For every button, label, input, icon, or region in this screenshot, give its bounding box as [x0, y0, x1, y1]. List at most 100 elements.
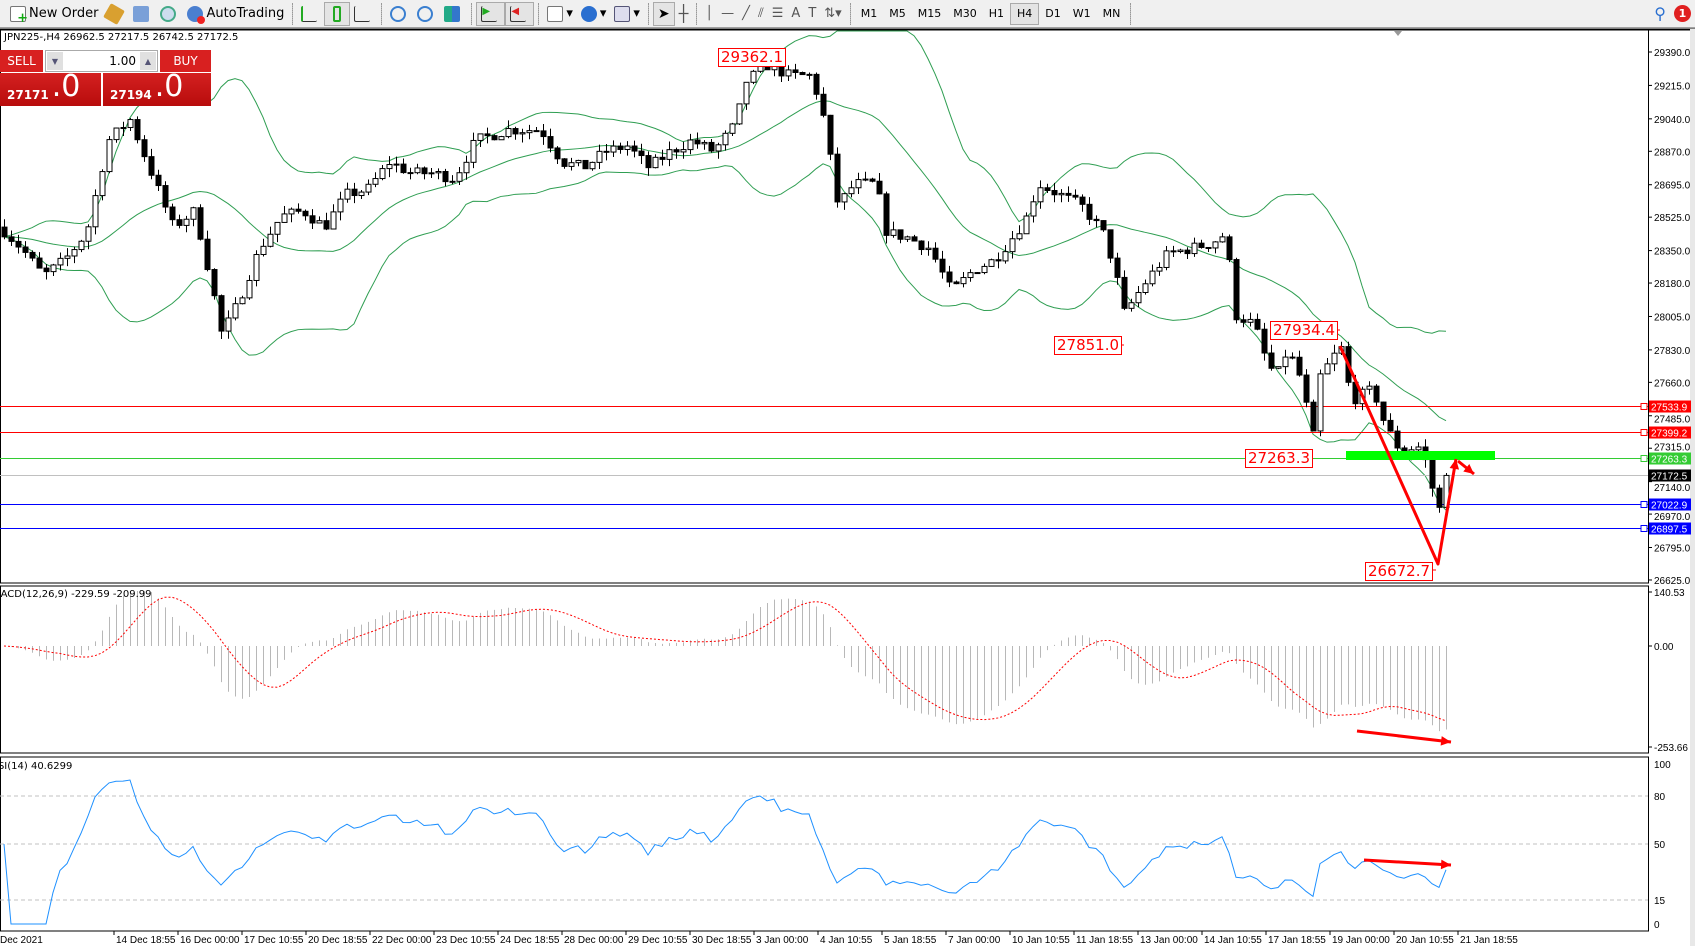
date-label: 5 Jan 18:55 [884, 935, 937, 946]
crosshair-button[interactable]: ┼ [675, 2, 693, 26]
line-chart-button[interactable] [350, 2, 377, 26]
zoom-out-button[interactable] [413, 2, 440, 26]
chart-shift-button[interactable]: ▶ [476, 1, 506, 26]
signals-button[interactable] [156, 2, 183, 26]
candle-bullish [1324, 363, 1331, 375]
candle-bearish [162, 185, 169, 208]
candle-bullish [750, 70, 757, 83]
level-handle[interactable] [1640, 501, 1648, 508]
candle-bullish [316, 220, 323, 224]
volume-decrease-icon[interactable]: ▼ [47, 52, 63, 70]
notifications-button[interactable]: 1 [1670, 2, 1695, 26]
candle-bullish [729, 123, 736, 134]
search-button[interactable]: ⚲ [1650, 2, 1670, 26]
timeframe-m5[interactable]: M5 [889, 7, 906, 20]
sell-price-button[interactable]: 27171.0 [0, 72, 101, 106]
scrollbar[interactable] [1690, 29, 1695, 946]
timeframe-w1[interactable]: W1 [1072, 7, 1091, 20]
price-arrow-down-up[interactable] [1338, 345, 1458, 566]
timeframe-h1[interactable]: H1 [988, 7, 1004, 20]
notification-badge: 1 [1674, 5, 1691, 22]
candle-bullish [1212, 241, 1219, 249]
macd-tick-label: 140.53 [1654, 588, 1685, 599]
fibonacci-button[interactable]: ☰ [768, 2, 788, 26]
buy-price-button[interactable]: 27194.0 [103, 72, 211, 106]
price-tick-label: 28870.0 [1654, 147, 1691, 158]
level-handle[interactable] [1640, 525, 1648, 532]
date-label: 19 Jan 00:00 [1332, 935, 1390, 946]
signal-icon [160, 5, 177, 22]
candlestick-icon [333, 5, 342, 22]
candle-bullish [1275, 366, 1282, 369]
sell-price: 27171 [7, 88, 49, 102]
candle-bullish [960, 277, 967, 285]
sell-button[interactable]: SELL [0, 50, 43, 72]
level-handle[interactable] [1640, 455, 1648, 462]
rsi-arrow[interactable] [1363, 858, 1452, 867]
level-price-tag [1649, 522, 1691, 535]
trendline-button[interactable]: ╱ [738, 2, 754, 26]
divider [696, 2, 698, 25]
timeframe-h4[interactable]: H4 [1009, 2, 1040, 25]
support-zone-rectangle[interactable] [1346, 451, 1495, 460]
periods-button[interactable]: ▾ [577, 2, 611, 26]
price-label-high[interactable]: 29362.1 [718, 48, 787, 67]
buy-button[interactable]: BUY [160, 50, 211, 72]
macd-arrow[interactable] [1356, 729, 1452, 744]
level-handle[interactable] [1640, 403, 1648, 410]
candle-bullish [1156, 266, 1163, 272]
price-label-support[interactable]: 27263.3 [1245, 449, 1314, 468]
level-price-tag [1649, 469, 1691, 482]
candle-bearish [883, 193, 890, 236]
candle-bullish [722, 132, 729, 146]
autoscroll-button[interactable]: ◀ [505, 1, 535, 26]
price-label-low[interactable]: 26672.7 [1365, 562, 1434, 581]
indicators-button[interactable]: ▾ [543, 2, 577, 26]
candle-bearish [792, 69, 799, 73]
text-label-button[interactable]: T [804, 2, 820, 26]
volume-value[interactable]: 1.00 [109, 54, 136, 68]
candle-bullish [848, 187, 855, 195]
symbol-info: JPN225-,H4 26962.5 27217.5 26742.5 27172… [4, 32, 239, 43]
candle-bearish [169, 206, 176, 221]
price-tick-label: 28005.0 [1654, 312, 1691, 323]
horizontal-line-button[interactable]: — [717, 2, 738, 26]
volume-field[interactable]: ▼ 1.00 ▲ [45, 50, 158, 72]
candlestick-button[interactable] [324, 1, 351, 26]
search-icon: ⚲ [1654, 4, 1666, 23]
candle-bullish [372, 178, 379, 185]
timeframe-mn[interactable]: MN [1102, 7, 1121, 20]
divider [381, 2, 383, 25]
timeframe-m15[interactable]: M15 [917, 7, 942, 20]
candle-bearish [491, 135, 498, 141]
candle-bearish [1289, 356, 1296, 359]
date-label: 10 Jan 10:55 [1012, 935, 1070, 946]
timeframe-m1[interactable]: M1 [860, 7, 878, 20]
candle-bullish [330, 211, 337, 230]
text-button[interactable]: A [787, 2, 804, 26]
zoom-in-button[interactable] [386, 2, 413, 26]
timeframe-d1[interactable]: D1 [1045, 7, 1061, 20]
candle-bullish [183, 218, 190, 226]
navigator-button[interactable] [129, 2, 156, 26]
bar-chart-button[interactable] [297, 2, 324, 26]
candle-bearish [673, 149, 680, 153]
timeframe-m30[interactable]: M30 [953, 7, 977, 20]
tile-windows-button[interactable] [440, 2, 467, 26]
volume-increase-icon[interactable]: ▲ [140, 52, 156, 70]
new-order-button[interactable]: + New Order [6, 2, 102, 26]
level-price-label: 26897.5 [1651, 525, 1688, 536]
cursor-button[interactable]: ➤ [652, 1, 675, 26]
price-label-swing-low[interactable]: 27851.0 [1054, 336, 1123, 355]
date-label: 13 Jan 00:00 [1140, 935, 1198, 946]
level-handle[interactable] [1640, 429, 1648, 436]
arrows-button[interactable]: ⇅▾ [820, 2, 845, 26]
templates-button[interactable]: ▾ [610, 2, 644, 26]
chart-shift-marker[interactable] [1394, 31, 1402, 36]
candle-bearish [946, 271, 953, 283]
price-label-swing-high[interactable]: 27934.4 [1270, 321, 1339, 340]
equidistant-channel-button[interactable]: ⫽ [754, 2, 768, 26]
autotrading-button[interactable]: AutoTrading [183, 2, 288, 26]
vertical-line-button[interactable]: │ [701, 2, 717, 26]
